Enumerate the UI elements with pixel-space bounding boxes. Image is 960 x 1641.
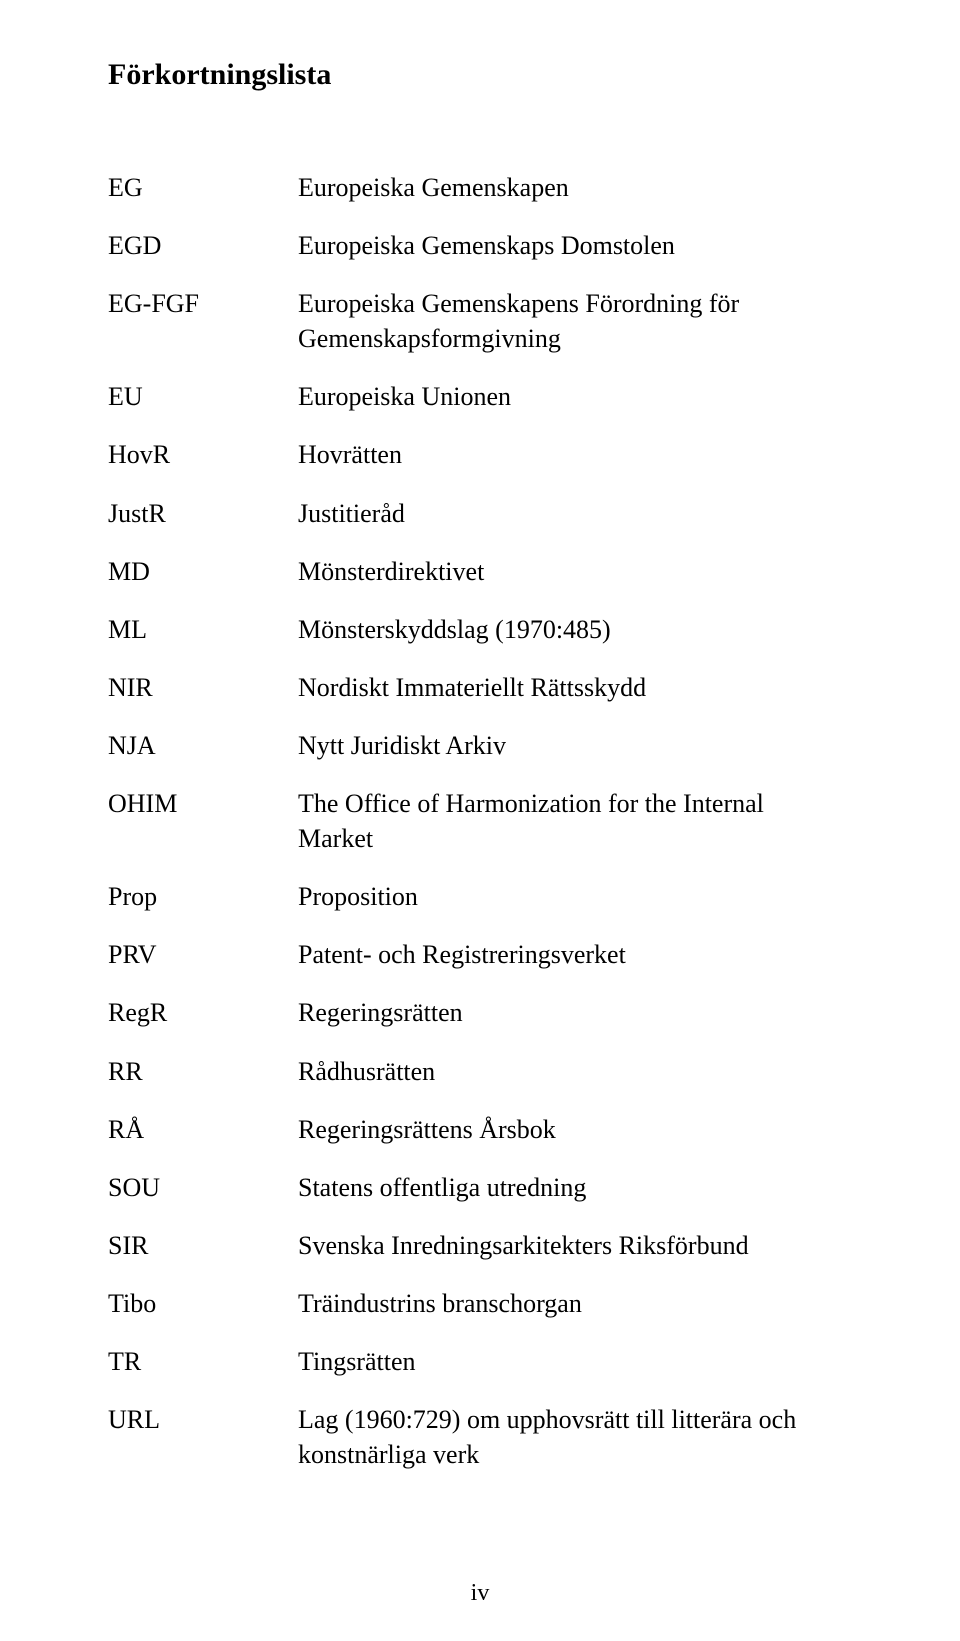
abbreviation-definition: Träindustrins branschorgan (298, 1286, 840, 1321)
abbreviation-row: MLMönsterskyddslag (1970:485) (108, 612, 840, 647)
abbreviation-row: TRTingsrätten (108, 1344, 840, 1379)
abbreviation-definition: Rådhusrätten (298, 1054, 840, 1089)
abbreviation-definition: Proposition (298, 879, 840, 914)
abbreviation-term: SIR (108, 1228, 298, 1263)
abbreviation-term: RegR (108, 995, 298, 1030)
abbreviation-definition: Tingsrätten (298, 1344, 840, 1379)
abbreviation-term: HovR (108, 437, 298, 472)
abbreviation-definition: Svenska Inredningsarkitekters Riksförbun… (298, 1228, 840, 1263)
abbreviation-term: JustR (108, 496, 298, 531)
abbreviation-term: ML (108, 612, 298, 647)
abbreviation-definition: Justitieråd (298, 496, 840, 531)
abbreviation-row: SOUStatens offentliga utredning (108, 1170, 840, 1205)
abbreviation-term: SOU (108, 1170, 298, 1205)
abbreviation-term: MD (108, 554, 298, 589)
abbreviation-definition: Nordiskt Immateriellt Rättsskydd (298, 670, 840, 705)
abbreviation-row: EGDEuropeiska Gemenskaps Domstolen (108, 228, 840, 263)
abbreviation-definition: Europeiska Gemenskapens Förordning för G… (298, 286, 840, 356)
document-page: Förkortningslista EGEuropeiska Gemenskap… (0, 0, 960, 1641)
page-title: Förkortningslista (108, 58, 840, 92)
abbreviation-definition: Europeiska Unionen (298, 379, 840, 414)
abbreviation-row: RegRRegeringsrätten (108, 995, 840, 1030)
abbreviation-row: OHIMThe Office of Harmonization for the … (108, 786, 840, 856)
abbreviation-term: RR (108, 1054, 298, 1089)
abbreviation-definition: Statens offentliga utredning (298, 1170, 840, 1205)
abbreviation-definition: Europeiska Gemenskaps Domstolen (298, 228, 840, 263)
abbreviation-row: SIRSvenska Inredningsarkitekters Riksför… (108, 1228, 840, 1263)
abbreviation-term: RÅ (108, 1112, 298, 1147)
abbreviation-row: EG-FGFEuropeiska Gemenskapens Förordning… (108, 286, 840, 356)
abbreviation-row: EUEuropeiska Unionen (108, 379, 840, 414)
abbreviation-row: MDMönsterdirektivet (108, 554, 840, 589)
abbreviation-definition: Hovrätten (298, 437, 840, 472)
abbreviation-definition: Europeiska Gemenskapen (298, 170, 840, 205)
page-number: iv (0, 1580, 960, 1607)
abbreviation-definition: Lag (1960:729) om upphovsrätt till litte… (298, 1402, 840, 1472)
abbreviation-list: EGEuropeiska GemenskapenEGDEuropeiska Ge… (108, 170, 840, 1472)
abbreviation-term: OHIM (108, 786, 298, 821)
abbreviation-term: EU (108, 379, 298, 414)
abbreviation-term: NIR (108, 670, 298, 705)
abbreviation-term: EG (108, 170, 298, 205)
abbreviation-row: RRRådhusrätten (108, 1054, 840, 1089)
abbreviation-definition: Patent- och Registreringsverket (298, 937, 840, 972)
abbreviation-term: URL (108, 1402, 298, 1437)
abbreviation-term: PRV (108, 937, 298, 972)
abbreviation-definition: The Office of Harmonization for the Inte… (298, 786, 840, 856)
abbreviation-row: URLLag (1960:729) om upphovsrätt till li… (108, 1402, 840, 1472)
abbreviation-term: EGD (108, 228, 298, 263)
abbreviation-term: TR (108, 1344, 298, 1379)
abbreviation-row: JustRJustitieråd (108, 496, 840, 531)
abbreviation-row: NJANytt Juridiskt Arkiv (108, 728, 840, 763)
abbreviation-row: PRVPatent- och Registreringsverket (108, 937, 840, 972)
abbreviation-definition: Regeringsrättens Årsbok (298, 1112, 840, 1147)
abbreviation-row: PropProposition (108, 879, 840, 914)
abbreviation-definition: Nytt Juridiskt Arkiv (298, 728, 840, 763)
abbreviation-term: EG-FGF (108, 286, 298, 321)
abbreviation-row: NIRNordiskt Immateriellt Rättsskydd (108, 670, 840, 705)
abbreviation-definition: Mönsterskyddslag (1970:485) (298, 612, 840, 647)
abbreviation-term: Tibo (108, 1286, 298, 1321)
abbreviation-row: TiboTräindustrins branschorgan (108, 1286, 840, 1321)
abbreviation-definition: Regeringsrätten (298, 995, 840, 1030)
abbreviation-term: Prop (108, 879, 298, 914)
abbreviation-row: EGEuropeiska Gemenskapen (108, 170, 840, 205)
abbreviation-definition: Mönsterdirektivet (298, 554, 840, 589)
abbreviation-row: RÅRegeringsrättens Årsbok (108, 1112, 840, 1147)
abbreviation-row: HovRHovrätten (108, 437, 840, 472)
abbreviation-term: NJA (108, 728, 298, 763)
